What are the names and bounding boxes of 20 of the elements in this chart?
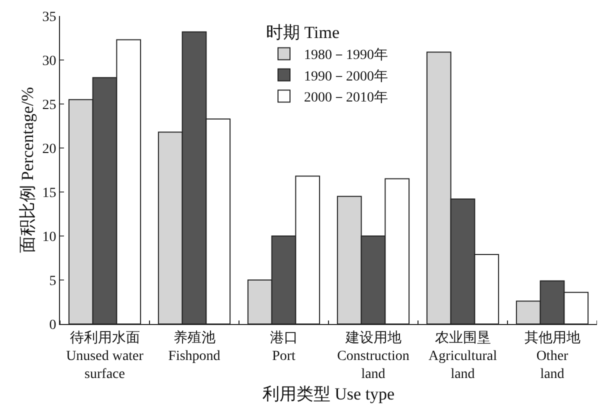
x-tick-label: 港口 Port (270, 330, 298, 364)
x-tick-label: 农业围垦 Agricultural land (428, 330, 498, 382)
y-axis-title: 面积比例 Percentage/% (18, 87, 37, 253)
x-tick-label: 建设用地 Construction land (337, 330, 410, 382)
x-axis-title: 利用类型 Use type (262, 384, 395, 404)
y-tick-label: 20 (42, 142, 56, 157)
x-tick-label: 待利用水面 Unused water surface (66, 330, 144, 382)
legend-title: 时期 Time (266, 23, 340, 42)
x-tick-label: 其他用地 Other land (524, 330, 580, 382)
y-tick-label: 35 (42, 10, 56, 25)
legend-label: 2000－2010年 (304, 90, 388, 106)
y-tick-label: 5 (49, 274, 56, 289)
y-tick-label: 25 (42, 98, 56, 113)
legend-label: 1990－2000年 (304, 68, 388, 84)
x-tick-label: 养殖池 Fishpond (168, 330, 220, 364)
y-tick-label: 30 (42, 54, 56, 69)
y-tick-label: 15 (42, 186, 56, 201)
legend-label: 1980－1990年 (304, 47, 388, 64)
y-tick-label: 0 (49, 318, 56, 333)
y-tick-label: 10 (42, 230, 56, 245)
